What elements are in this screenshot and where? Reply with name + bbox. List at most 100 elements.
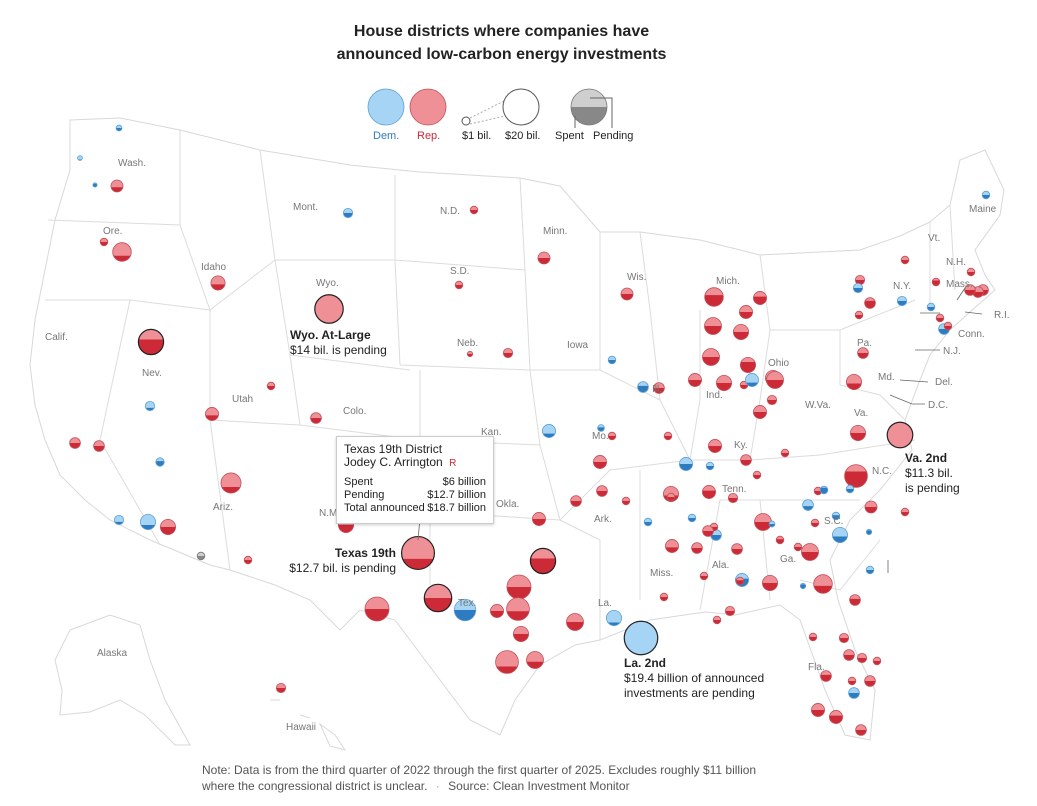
district-bubble[interactable]	[793, 542, 803, 552]
district-bubble[interactable]	[753, 405, 767, 419]
district-bubble[interactable]	[768, 520, 776, 528]
district-bubble[interactable]	[852, 282, 864, 294]
district-bubble[interactable]	[266, 381, 276, 391]
district-bubble[interactable]	[702, 485, 716, 499]
district-bubble[interactable]	[844, 464, 868, 488]
district-bubble[interactable]	[900, 507, 910, 517]
district-bubble[interactable]	[69, 437, 81, 449]
district-bubble[interactable]	[838, 632, 850, 644]
district-bubble[interactable]	[607, 431, 617, 441]
district-bubble[interactable]	[139, 514, 156, 531]
district-bubble[interactable]	[886, 421, 914, 449]
district-bubble[interactable]	[845, 484, 855, 494]
district-bubble[interactable]	[831, 511, 841, 521]
district-bubble[interactable]	[495, 650, 519, 674]
district-bubble[interactable]	[819, 485, 829, 495]
district-bubble[interactable]	[864, 297, 876, 309]
district-bubble[interactable]	[607, 355, 617, 365]
district-bubble[interactable]	[754, 513, 772, 531]
district-bubble[interactable]	[400, 535, 436, 571]
district-bubble[interactable]	[896, 295, 908, 307]
district-bubble[interactable]	[872, 656, 882, 666]
legend-spent-pending-bubble[interactable]	[570, 88, 608, 126]
district-bubble[interactable]	[691, 542, 703, 554]
district-bubble[interactable]	[110, 179, 124, 193]
district-bubble[interactable]	[596, 485, 608, 497]
district-bubble[interactable]	[606, 610, 623, 627]
district-bubble[interactable]	[570, 495, 582, 507]
district-bubble[interactable]	[740, 356, 757, 373]
district-bubble[interactable]	[506, 597, 530, 621]
district-bubble[interactable]	[665, 539, 679, 553]
district-bubble[interactable]	[740, 454, 752, 466]
district-bubble[interactable]	[739, 305, 753, 319]
legend-dem-bubble[interactable]	[367, 88, 405, 126]
district-bubble[interactable]	[981, 190, 991, 200]
district-bubble[interactable]	[113, 514, 125, 526]
district-bubble[interactable]	[342, 207, 354, 219]
district-bubble[interactable]	[865, 528, 873, 536]
district-bubble[interactable]	[926, 302, 936, 312]
district-bubble[interactable]	[529, 547, 557, 575]
district-bubble[interactable]	[196, 551, 206, 561]
district-bubble[interactable]	[846, 373, 863, 390]
district-bubble[interactable]	[712, 615, 722, 625]
district-bubble[interactable]	[724, 605, 736, 617]
district-bubble[interactable]	[849, 594, 861, 606]
district-bubble[interactable]	[542, 424, 556, 438]
district-bubble[interactable]	[699, 571, 709, 581]
district-bubble[interactable]	[220, 472, 242, 494]
district-bubble[interactable]	[843, 649, 855, 661]
district-bubble[interactable]	[745, 373, 759, 387]
district-bubble[interactable]	[643, 517, 653, 527]
district-bubble[interactable]	[966, 267, 976, 277]
district-bubble[interactable]	[137, 328, 165, 356]
district-bubble[interactable]	[775, 535, 785, 545]
district-bubble[interactable]	[808, 632, 818, 642]
district-bubble[interactable]	[423, 583, 453, 613]
district-bubble[interactable]	[854, 310, 864, 320]
district-bubble[interactable]	[77, 155, 83, 161]
district-bubble[interactable]	[864, 500, 878, 514]
district-bubble[interactable]	[753, 291, 767, 305]
district-bubble[interactable]	[810, 518, 820, 528]
district-bubble[interactable]	[801, 543, 819, 561]
district-bubble[interactable]	[506, 574, 532, 600]
district-bubble[interactable]	[802, 499, 814, 511]
district-bubble[interactable]	[243, 555, 253, 565]
district-bubble[interactable]	[597, 424, 605, 432]
district-bubble[interactable]	[310, 412, 322, 424]
district-bubble[interactable]	[847, 676, 857, 686]
district-bubble[interactable]	[679, 457, 693, 471]
district-bubble[interactable]	[780, 448, 790, 458]
district-bubble[interactable]	[811, 703, 825, 717]
district-bubble[interactable]	[931, 277, 941, 287]
district-bubble[interactable]	[454, 280, 464, 290]
district-bubble[interactable]	[653, 382, 665, 394]
district-bubble[interactable]	[864, 675, 876, 687]
district-bubble[interactable]	[112, 242, 132, 262]
district-bubble[interactable]	[469, 205, 479, 215]
district-bubble[interactable]	[115, 124, 123, 132]
district-bubble[interactable]	[205, 407, 219, 421]
district-bubble[interactable]	[943, 321, 953, 331]
district-bubble[interactable]	[687, 513, 697, 523]
district-bubble[interactable]	[688, 373, 702, 387]
district-bubble[interactable]	[850, 424, 867, 441]
district-bubble[interactable]	[848, 687, 860, 699]
district-bubble[interactable]	[275, 682, 287, 694]
district-bubble[interactable]	[666, 492, 676, 502]
district-bubble[interactable]	[532, 512, 546, 526]
district-bubble[interactable]	[453, 598, 477, 622]
district-bubble[interactable]	[705, 461, 715, 471]
district-bubble[interactable]	[820, 670, 832, 682]
district-bubble[interactable]	[702, 348, 720, 366]
legend-rep-bubble[interactable]	[409, 88, 447, 126]
district-bubble[interactable]	[502, 347, 514, 359]
district-bubble[interactable]	[466, 350, 474, 358]
district-bubble[interactable]	[93, 440, 105, 452]
district-bubble[interactable]	[766, 371, 784, 389]
district-bubble[interactable]	[733, 323, 750, 340]
district-bubble[interactable]	[144, 400, 156, 412]
district-bubble[interactable]	[99, 237, 109, 247]
